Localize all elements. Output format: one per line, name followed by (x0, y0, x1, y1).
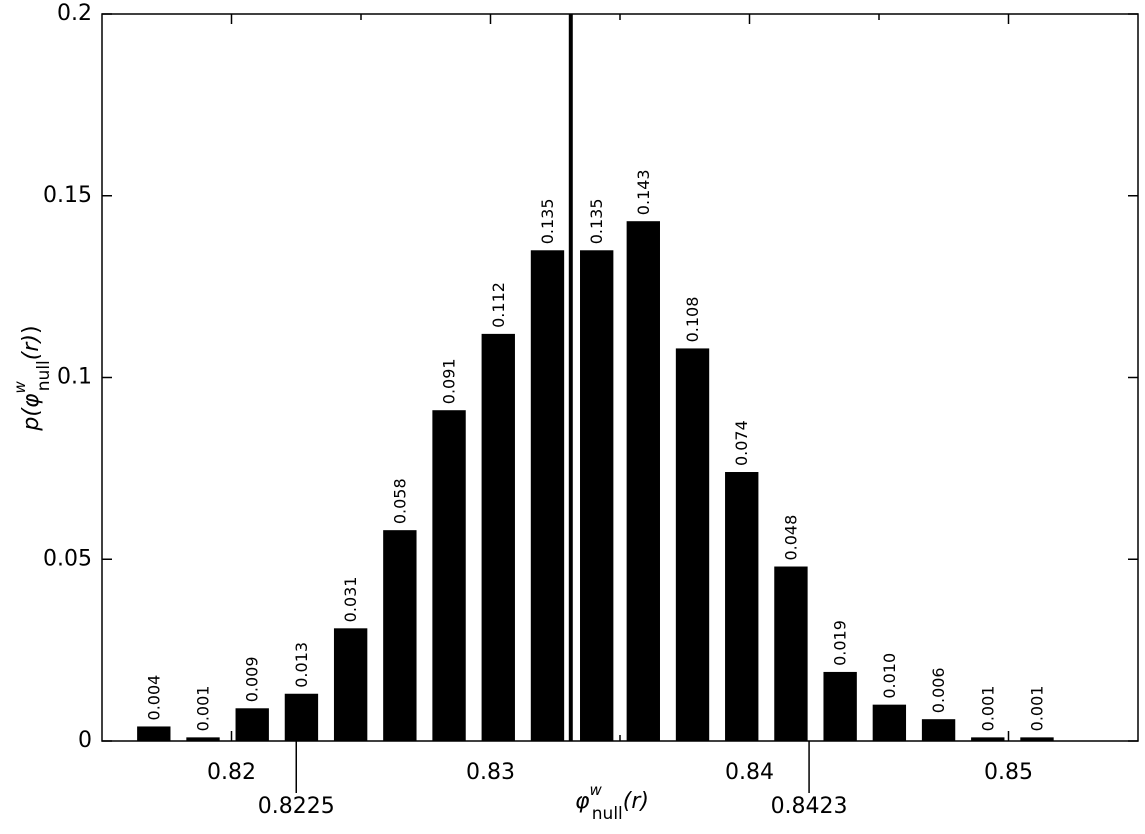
x-label-sup: w (590, 781, 603, 799)
value-label: 0.108 (683, 297, 702, 343)
y-tick-label: 0.15 (43, 183, 92, 208)
value-label: 0.091 (440, 358, 459, 404)
y-label-suffix: ) (19, 325, 44, 334)
x-tick-label: 0.85 (984, 760, 1033, 785)
x-tick-label: 0.82 (207, 760, 256, 785)
value-label: 0.143 (634, 169, 653, 215)
y-tick-label: 0.1 (57, 365, 92, 390)
bar (675, 348, 710, 741)
x-axis-label: φw null(r) (575, 781, 649, 825)
value-label: 0.031 (341, 577, 360, 623)
x-label-arg: (r) (623, 789, 649, 814)
bar (432, 410, 466, 741)
value-label: 0.001 (978, 686, 997, 732)
value-label: 0.010 (880, 653, 899, 699)
bar (626, 221, 660, 741)
bar (872, 704, 907, 741)
y-label-arg: (r) (19, 334, 44, 360)
bar (971, 737, 1005, 741)
y-tick-label: 0.2 (57, 1, 92, 26)
bar (580, 250, 614, 741)
x-tick-label: 0.83 (466, 760, 515, 785)
bar (235, 708, 269, 741)
value-label: 0.135 (538, 198, 557, 244)
value-label: 0.074 (732, 420, 751, 466)
value-label: 0.013 (292, 642, 311, 688)
bar (333, 628, 368, 741)
bar (823, 671, 857, 741)
value-label: 0.001 (1027, 686, 1046, 732)
bar (383, 530, 417, 741)
bar (1020, 737, 1054, 741)
bar (530, 250, 565, 741)
value-label: 0.058 (390, 478, 409, 524)
x-marker-label: 0.8423 (771, 794, 848, 819)
y-label-sub: null (34, 360, 54, 391)
value-label: 0.004 (144, 675, 163, 721)
y-tick-label: 0 (78, 728, 92, 753)
bar (137, 726, 171, 741)
value-label: 0.112 (489, 282, 508, 328)
x-label-sub: null (592, 804, 623, 824)
value-label: 0.009 (243, 656, 262, 702)
value-label: 0.006 (929, 667, 948, 713)
y-axis-label: p(φw null(r)) (11, 325, 55, 431)
bar (725, 472, 759, 741)
x-label-symbol: φ (575, 789, 590, 814)
bar (186, 737, 220, 741)
bar (284, 693, 319, 741)
value-label: 0.135 (587, 198, 606, 244)
bar (774, 566, 808, 741)
bar (921, 719, 956, 741)
x-marker-label: 0.8225 (258, 794, 335, 819)
value-label: 0.048 (781, 515, 800, 561)
bar (481, 333, 515, 741)
x-tick-label: 0.84 (725, 760, 774, 785)
value-label: 0.019 (831, 620, 850, 666)
y-label-prefix: p( (19, 407, 44, 432)
y-label-sup: w (11, 381, 29, 394)
plot-frame (101, 13, 1139, 742)
value-label: 0.001 (194, 686, 213, 732)
y-tick-label: 0.05 (43, 546, 92, 571)
y-label-symbol: φ (19, 393, 44, 408)
